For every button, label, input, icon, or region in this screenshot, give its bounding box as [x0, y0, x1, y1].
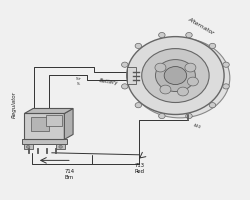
Circle shape — [185, 33, 192, 38]
Circle shape — [58, 146, 62, 148]
Polygon shape — [22, 140, 66, 145]
Polygon shape — [64, 109, 73, 140]
Circle shape — [222, 84, 228, 90]
Circle shape — [121, 84, 128, 90]
Circle shape — [26, 146, 30, 148]
Circle shape — [222, 63, 228, 68]
Polygon shape — [56, 145, 65, 150]
Circle shape — [134, 44, 141, 49]
Text: 714
Brn: 714 Brn — [64, 169, 74, 179]
Text: Battery: Battery — [99, 77, 119, 85]
Polygon shape — [46, 115, 62, 127]
Circle shape — [184, 64, 195, 73]
Text: Regulator: Regulator — [12, 91, 17, 117]
Circle shape — [155, 60, 194, 92]
Polygon shape — [24, 109, 73, 114]
Circle shape — [130, 39, 229, 118]
Circle shape — [187, 78, 198, 86]
Text: S+
S-: S+ S- — [76, 77, 82, 85]
Circle shape — [177, 88, 188, 96]
Circle shape — [158, 33, 164, 38]
Circle shape — [126, 37, 223, 115]
Circle shape — [154, 64, 165, 73]
Text: Alternator: Alternator — [186, 16, 214, 35]
Circle shape — [159, 86, 170, 94]
Text: 440: 440 — [192, 123, 201, 129]
Circle shape — [141, 49, 208, 103]
Circle shape — [208, 103, 215, 108]
Polygon shape — [24, 145, 32, 150]
Circle shape — [185, 114, 192, 119]
FancyBboxPatch shape — [127, 68, 136, 85]
Circle shape — [121, 63, 128, 68]
Text: 713
Red: 713 Red — [134, 163, 144, 173]
Circle shape — [164, 67, 186, 85]
FancyBboxPatch shape — [31, 117, 48, 131]
Circle shape — [208, 44, 215, 49]
Circle shape — [134, 103, 141, 108]
Polygon shape — [24, 114, 64, 140]
Circle shape — [158, 114, 164, 119]
